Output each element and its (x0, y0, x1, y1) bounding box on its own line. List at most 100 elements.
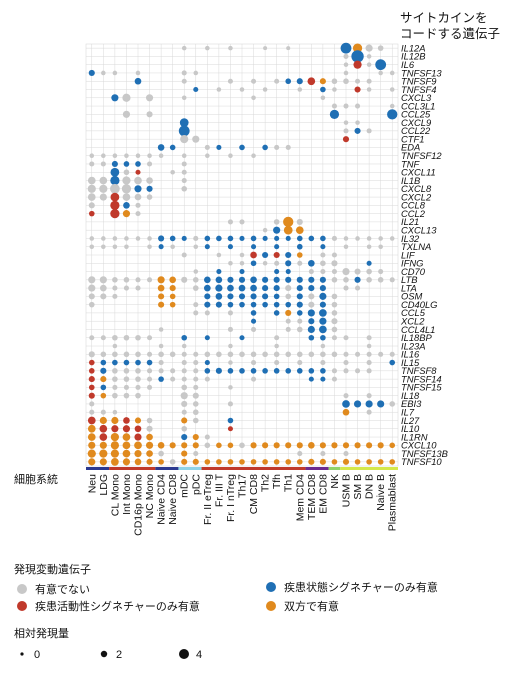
dot-tnfsf8-cm-cd8 (250, 368, 257, 374)
lineage-bar (86, 467, 398, 470)
dot-ifng-th17 (239, 260, 245, 266)
dot-txlna-usm-b (343, 244, 349, 250)
dot-cd40lg-th17 (239, 301, 245, 308)
dot-il1rn-cd16p-mono (134, 433, 142, 441)
dot-cxcl10-fr-i-ntreg (227, 442, 234, 449)
dot-cxcl2-ldg (99, 193, 107, 201)
dot-cxcl10-mem-cd4 (296, 442, 303, 449)
dot-il21-mem-cd4 (296, 218, 303, 225)
dot-lif-mem-cd4 (296, 252, 303, 258)
dot-txlna-neu (89, 244, 95, 250)
dot-osm-mem-cd4 (296, 293, 303, 300)
dot-il23a-dn-b (366, 343, 372, 349)
dot-il32-usm-b (343, 236, 349, 241)
dot-ccl4l1-nk (331, 326, 338, 333)
dot-ccl4l1-fr-i-ntreg (227, 326, 233, 333)
dot-il15-tfh (274, 360, 280, 366)
gene-labels: IL12AIL12BIL6TNFSF13TNFSF9TNFSF4CXCL3CCL… (400, 42, 448, 467)
dot-osm-em-cd8 (319, 292, 327, 300)
dot-tnfsf12-fr-i-ntreg (228, 153, 233, 158)
dot-cd40lg-neu (88, 301, 95, 308)
dot-txlna-ldg (101, 244, 106, 250)
dot-tnfsf15-pdc (193, 384, 199, 390)
lineage-segment-nk (328, 467, 341, 470)
dot-osm-tfh (273, 293, 280, 300)
dot-cxcl8-mdc (181, 186, 188, 192)
dot-tnfsf12-neu (89, 153, 95, 158)
dot-il15-naive-cd4 (158, 360, 164, 366)
dot-il21-th1 (283, 216, 294, 228)
dot-lta-em-cd8 (319, 285, 326, 292)
dot-cxcl3-em-cd8 (320, 95, 326, 101)
dot-cd70-fr-iii-t (216, 269, 222, 275)
lineage-segment-cd8-t (305, 467, 329, 470)
cell-label-mdc: mDC (179, 474, 191, 498)
dot-ltb-pdc (192, 277, 199, 283)
dot-tnfsf10-neu (88, 458, 96, 466)
cell-label-fr-iii-t: Fr. III T (213, 473, 225, 507)
dot-lif-th1 (285, 251, 292, 259)
dot-ccl25-nc-mono (146, 111, 153, 118)
dot-ltb-tem-cd8 (308, 276, 315, 283)
dot-il16-cm-cd8 (250, 351, 257, 358)
dot-il23a-em-cd8 (320, 343, 326, 349)
dot-cd40lg-pdc (193, 302, 199, 308)
dot-il15-dn-b (366, 360, 372, 366)
dot-il32-cl-mono (112, 236, 118, 241)
gene-label-tnfsf12: TNFSF12 (401, 150, 442, 161)
dot-osm-ldg (100, 293, 107, 300)
dot-il23a-mdc (181, 343, 187, 349)
gene-label-cxcl10: CXCL10 (401, 440, 437, 451)
dot-ccl22-mdc (178, 125, 190, 137)
dot-il32-mem-cd4 (296, 235, 303, 242)
legend-size-dot-2 (100, 650, 108, 658)
dot-tnfsf10-mem-cd4 (296, 459, 303, 465)
dot-lif-fr-iii-t (216, 252, 222, 258)
gene-label-osm: OSM (401, 291, 423, 302)
dot-cxcl10-naive-b (377, 442, 384, 449)
dot-lta-usm-b (343, 285, 349, 291)
dot-tnfsf8-naive-cd4 (158, 368, 164, 374)
dot-osm-neu (88, 293, 95, 300)
dot-tnfsf14-nc-mono (147, 376, 153, 382)
gene-label-ccl2: CCL2 (401, 208, 426, 219)
dot-ccl22-sm-b (354, 127, 361, 134)
dot-ccl5-th1 (285, 309, 292, 316)
dot-ltb-sm-b (354, 276, 361, 283)
dot-il12a-usm-b (340, 42, 352, 54)
dot-lta-sm-b (355, 285, 361, 291)
dot-ccl4l1-naive-cd4 (158, 327, 164, 332)
dot-il6-naive-b (375, 59, 387, 71)
dot-il1b-cd16p-mono (134, 176, 142, 185)
dot-cxcl13-th2 (262, 227, 268, 233)
legend-size-title: 相対発現量 (14, 626, 69, 640)
dot-cxcl10-nc-mono (145, 441, 154, 449)
dot-cd40lg-tem-cd8 (308, 301, 315, 308)
dot-il18bp-ldg (100, 335, 106, 341)
dot-tnfsf8-fr-ii-etreg (204, 368, 211, 374)
dot-il32-nk (331, 235, 337, 241)
gene-label-il1rn: IL1RN (401, 431, 428, 442)
dot-ltb-naive-cd8 (169, 276, 176, 284)
dot-il32-neu (89, 236, 95, 241)
dot-tnfsf12-cd16p-mono (135, 153, 141, 158)
dot-il18-pdc (192, 392, 199, 399)
cell-label-nk: NK (329, 474, 341, 489)
dot-il32-nc-mono (147, 236, 152, 241)
legend-color-title: 発現変動遺伝子 (14, 562, 91, 576)
dot-ebi3-neu (89, 401, 95, 407)
dot-tnfsf10-dn-b (366, 459, 372, 465)
dot-tnfsf8-naive-cd8 (170, 368, 176, 374)
dot-ltb-plasmablast (389, 277, 395, 283)
dot-tnfsf8-cl-mono (112, 368, 118, 374)
dot-xcl2-nk (331, 318, 338, 325)
dot-lta-ldg (100, 284, 107, 292)
dot-xcl2-cm-cd8 (251, 318, 257, 324)
dot-tnfsf10-naive-b (377, 459, 384, 465)
dot-osm-nk (331, 293, 338, 300)
dot-osm-naive-cd4 (158, 293, 165, 300)
dot-il16-tfh (273, 351, 280, 358)
dot-il18bp-tem-cd8 (308, 334, 315, 341)
dot-il16-naive-b (378, 351, 384, 357)
dot-ccl5-tem-cd8 (307, 309, 315, 317)
